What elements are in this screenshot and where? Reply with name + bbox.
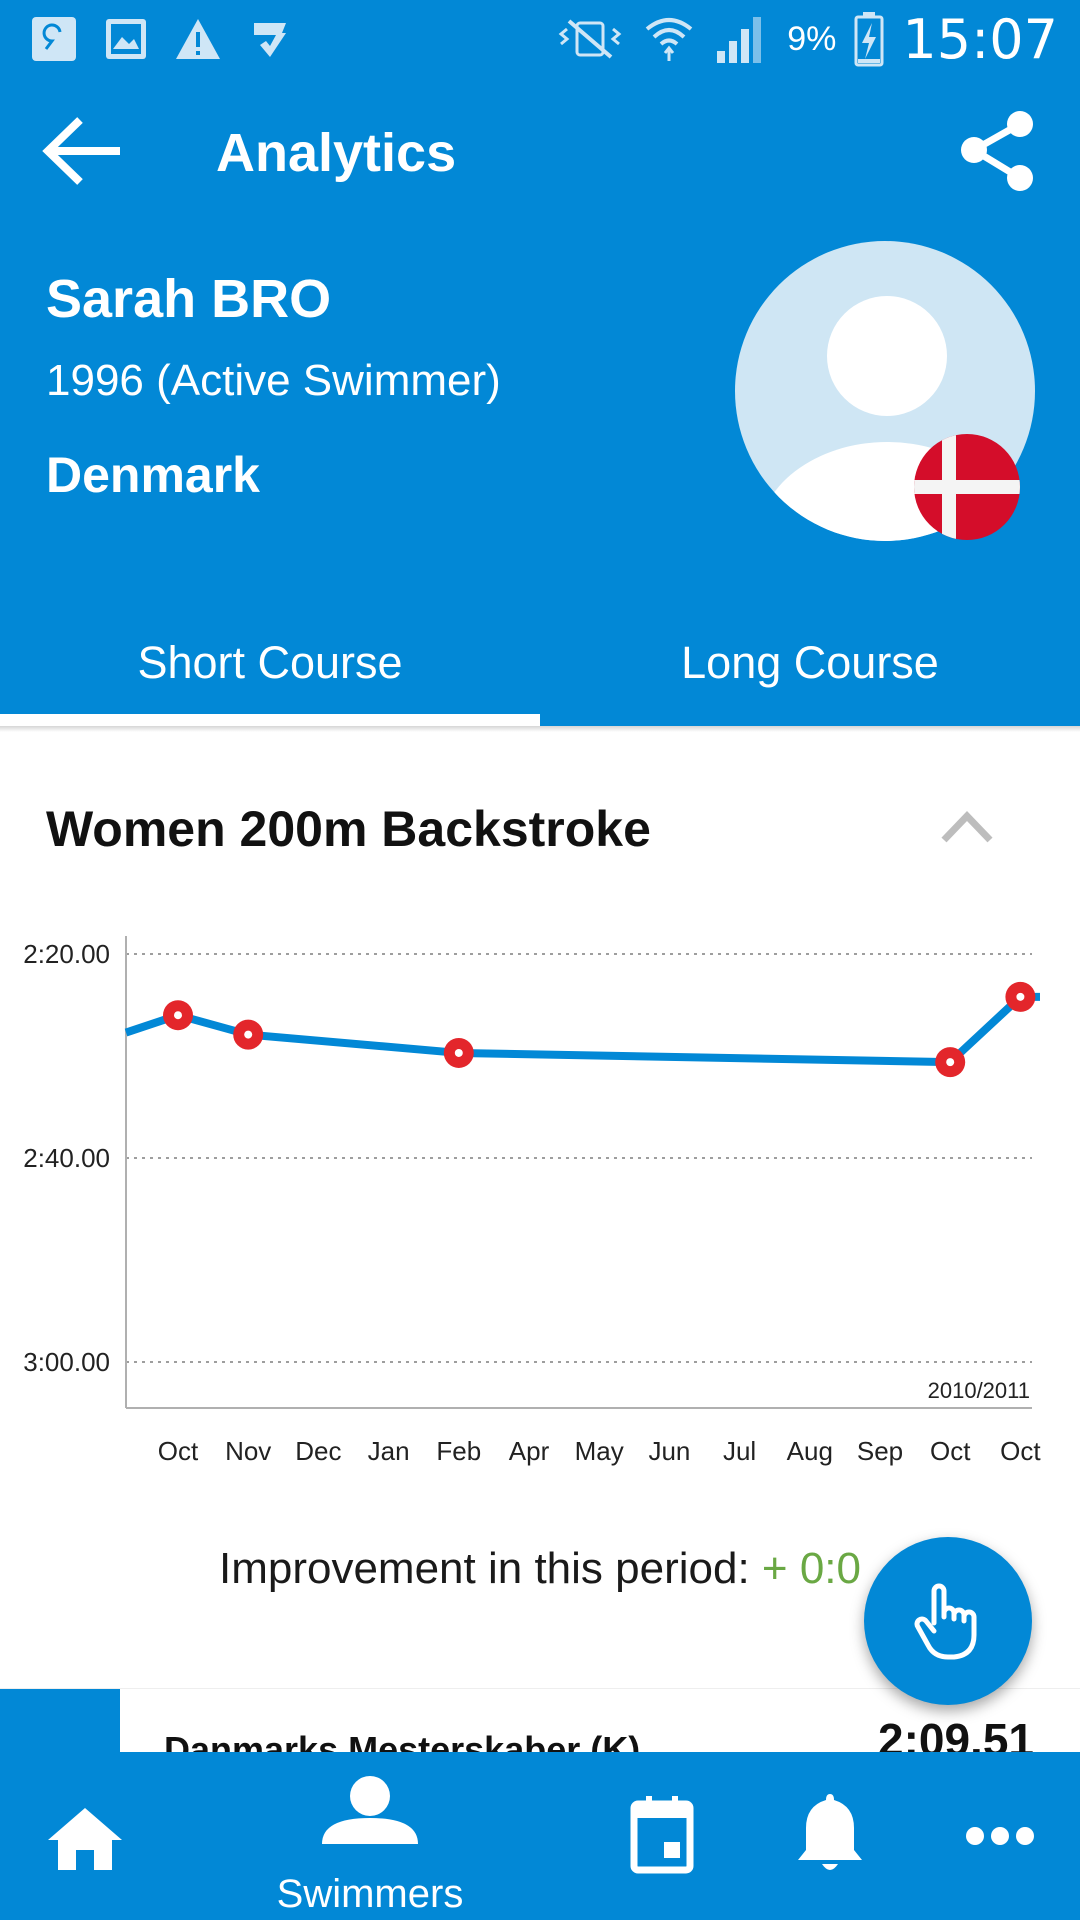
- pocket-casts-icon: [32, 17, 76, 61]
- home-icon: [48, 1808, 122, 1870]
- profile-header: Sarah BRO 1996 (Active Swimmer) Denmark: [0, 228, 1080, 600]
- x-tick-labels: Oct Nov Dec Jan Feb Apr May Jun Jul Aug Sep Oct Oct: [158, 1436, 1042, 1466]
- x-tick-label: May: [575, 1436, 624, 1466]
- battery-charging-icon: [854, 12, 884, 67]
- data-point-center: [946, 1058, 955, 1067]
- gallery-icon: [106, 19, 146, 59]
- nav-calendar[interactable]: [590, 1752, 730, 1920]
- x-tick-label: Dec: [295, 1436, 341, 1466]
- data-point-center: [454, 1048, 463, 1057]
- y-tick-label: 3:00.00: [23, 1347, 110, 1377]
- battery-percent: 9%: [787, 19, 837, 58]
- data-point: [233, 1019, 264, 1050]
- status-bar-notifications: [30, 15, 294, 63]
- chart-points: [163, 981, 1036, 1078]
- page-title: Analytics: [216, 123, 457, 183]
- x-tick-label: Feb: [436, 1436, 481, 1466]
- denmark-flag-icon: [914, 434, 1020, 540]
- x-tick-label: Jul: [723, 1436, 756, 1466]
- tab-short-course[interactable]: Short Course: [137, 637, 403, 688]
- data-point: [935, 1047, 966, 1078]
- status-bar: 9% 15:07: [0, 0, 1080, 78]
- y-tick-labels: 2:20.00 2:40.00 3:00.00: [23, 939, 110, 1377]
- chart-axes: [125, 936, 1032, 1409]
- season-label: 2010/2011: [928, 1378, 1030, 1403]
- gesture-fab-button[interactable]: [864, 1537, 1032, 1705]
- nav-swimmers[interactable]: Swimmers: [230, 1752, 510, 1920]
- back-button[interactable]: [40, 106, 130, 196]
- result-row[interactable]: Danmarks Mesterskaber (K) 2:09.51: [0, 1688, 1080, 1753]
- x-tick-label: Jun: [648, 1436, 690, 1466]
- x-tick-label: Aug: [787, 1436, 833, 1466]
- y-tick-label: 2:40.00: [23, 1143, 110, 1173]
- x-tick-label: Oct: [158, 1436, 199, 1466]
- more-horizontal-icon: [966, 1827, 1034, 1845]
- series-line: [124, 992, 1040, 1067]
- selected-tab-indicator: [0, 714, 540, 726]
- x-tick-label: Nov: [225, 1436, 271, 1466]
- swimmer-country: Denmark: [46, 447, 260, 503]
- course-tabs: Short Course Long Course: [0, 600, 1080, 726]
- y-tick-label: 2:20.00: [23, 939, 110, 969]
- bottom-navigation: Swimmers: [0, 1752, 1080, 1920]
- task-check-icon: [254, 23, 286, 57]
- warning-icon: [176, 19, 220, 59]
- result-accent: [0, 1689, 120, 1753]
- x-tick-label: Oct: [930, 1436, 971, 1466]
- collapse-button[interactable]: [936, 800, 998, 850]
- calendar-icon: [630, 1796, 694, 1874]
- nav-swimmers-label: Swimmers: [276, 1872, 464, 1916]
- result-meet-name: Danmarks Mesterskaber (K): [164, 1729, 641, 1753]
- result-time: 2:09.51: [877, 1714, 1034, 1753]
- nav-home[interactable]: [20, 1752, 150, 1920]
- chart-grid: [126, 953, 1032, 1363]
- data-point-center: [244, 1030, 253, 1039]
- wifi-icon: [645, 18, 693, 61]
- arrow-back-icon: [42, 117, 120, 185]
- x-tick-label: Apr: [509, 1436, 550, 1466]
- share-button[interactable]: [954, 106, 1044, 196]
- data-point: [1005, 981, 1036, 1012]
- swimmer-name: Sarah BRO: [46, 269, 332, 329]
- progress-chart: 2:20.00 2:40.00 3:00.00 Oct Nov Dec Jan Feb Apr…: [23, 936, 1042, 1466]
- app-bar: Analytics: [0, 78, 1080, 228]
- data-point: [443, 1037, 474, 1068]
- data-point-center: [174, 1011, 182, 1020]
- chevron-up-icon: [941, 810, 993, 843]
- improvement-value: + 0:0: [761, 1544, 861, 1593]
- vibrate-mute-icon: [558, 19, 622, 59]
- x-tick-label: Sep: [857, 1436, 903, 1466]
- x-tick-label: Oct: [1000, 1436, 1041, 1466]
- chart-series: [124, 992, 1040, 1067]
- status-bar-system: 9% 15:07: [555, 7, 1058, 71]
- person-icon: [322, 1776, 418, 1844]
- tab-shadow: [0, 726, 1080, 732]
- event-title: Women 200m Backstroke: [46, 801, 651, 857]
- hand-pointer-icon: [914, 1583, 977, 1660]
- nav-notifications[interactable]: [760, 1752, 900, 1920]
- swimmer-birth-year-status: 1996 (Active Swimmer): [46, 356, 501, 405]
- cell-signal-icon: [717, 17, 762, 63]
- clock: 15:07: [902, 7, 1058, 71]
- share-icon: [961, 111, 1033, 191]
- nav-more[interactable]: [930, 1752, 1070, 1920]
- x-tick-label: Jan: [368, 1436, 410, 1466]
- data-point-center: [1016, 992, 1025, 1001]
- bell-icon: [798, 1794, 862, 1870]
- improvement-summary: Improvement in this period: + 0:0: [0, 1544, 1080, 1594]
- improvement-label: Improvement in this period:: [218, 1544, 750, 1593]
- data-point: [163, 1000, 193, 1031]
- tab-long-course[interactable]: Long Course: [681, 637, 939, 688]
